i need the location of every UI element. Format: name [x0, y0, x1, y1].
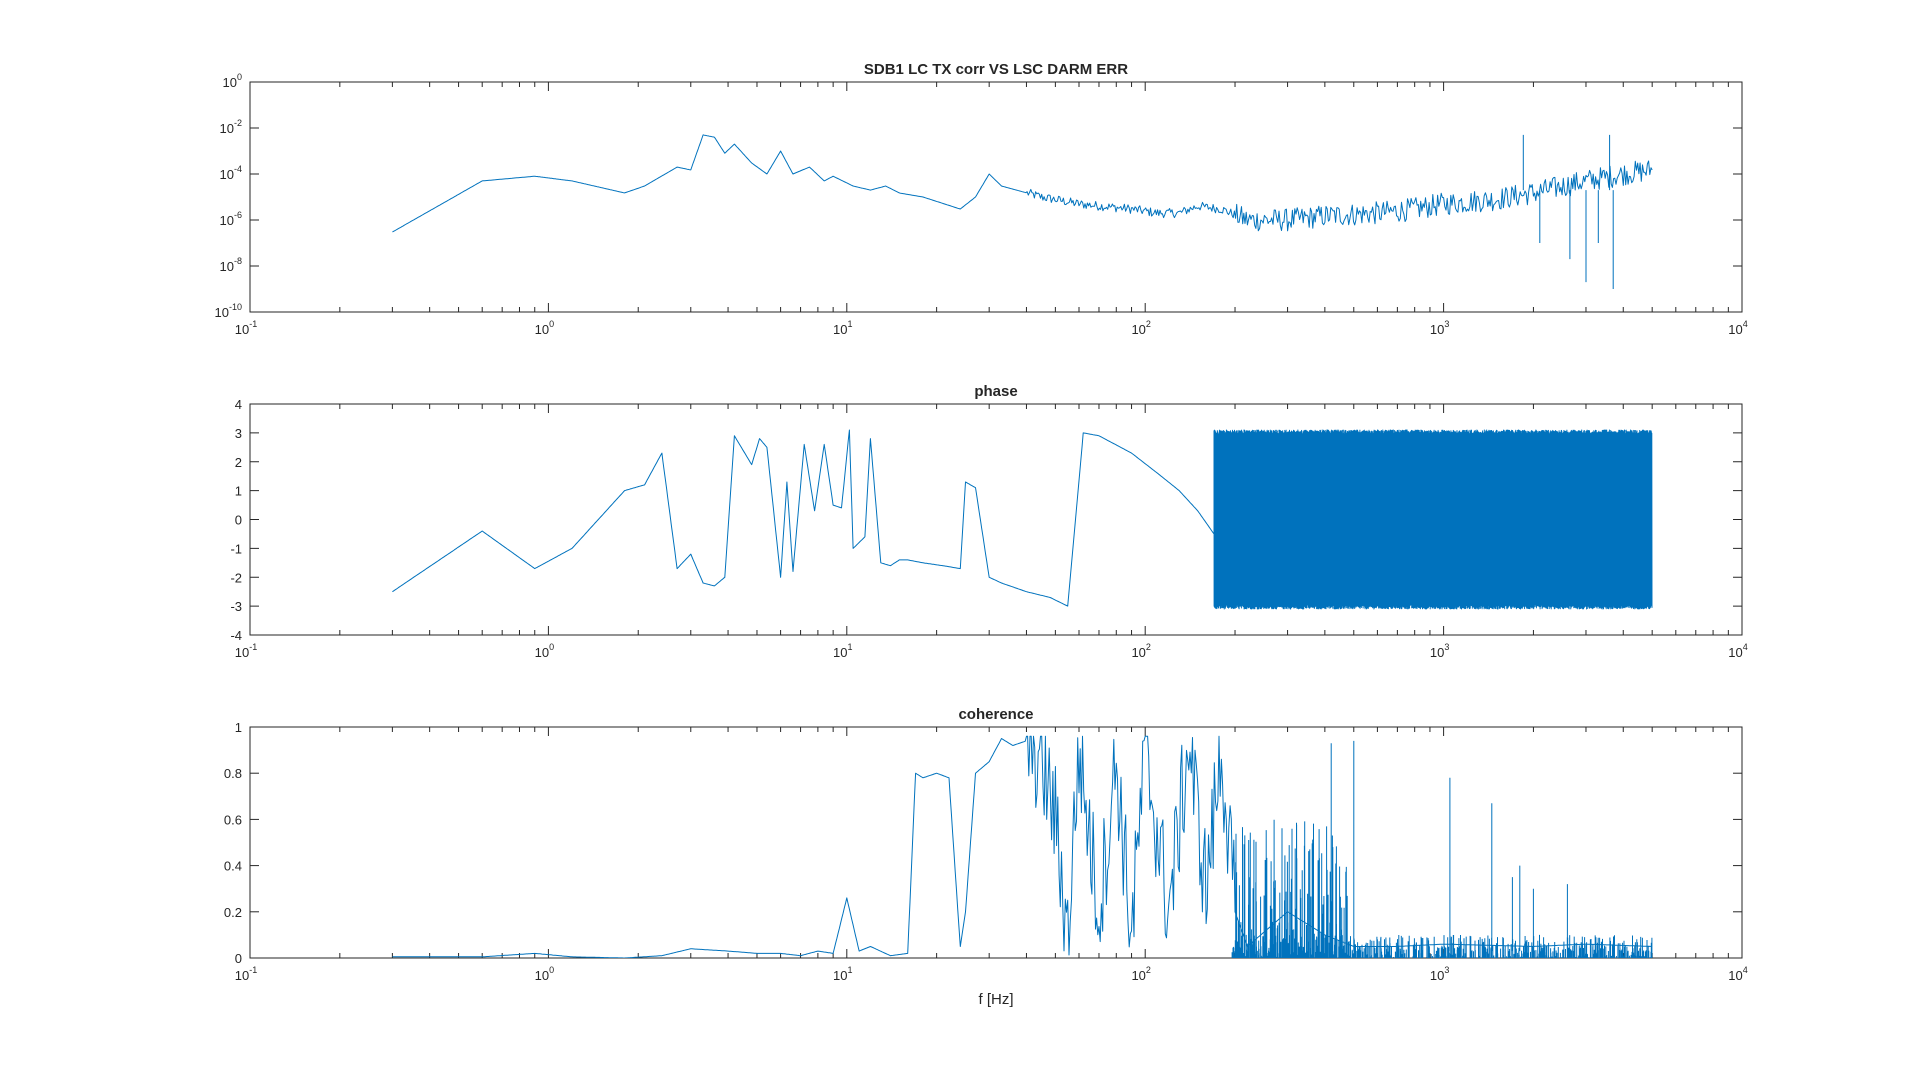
y-tick-label: 10-2: [220, 118, 242, 136]
x-tick-label: 100: [535, 642, 554, 660]
y-tick-label: 4: [235, 397, 242, 412]
x-tick-label: 100: [535, 965, 554, 983]
y-tick-label: 0.2: [224, 905, 242, 920]
axes-2: phase 10-1 100 101 102 103 104 -4 -3 -2 -1 0 1 2 3 4: [230, 383, 1747, 660]
series-line: [392, 134, 1653, 289]
x-tick-label: 101: [833, 642, 852, 660]
y-tick-label: 3: [235, 426, 242, 441]
x-tick-label: 102: [1131, 965, 1150, 983]
x-tick-label: 101: [833, 965, 852, 983]
axes-title: phase: [974, 383, 1017, 400]
y-tick-label: 10-10: [215, 302, 242, 320]
x-tick-label: 10-1: [235, 642, 257, 660]
axes-box: [249, 81, 1743, 313]
y-tick-label: 100: [223, 72, 242, 90]
x-tick-label: 103: [1430, 965, 1449, 983]
axes-1: SDB1 LC TX corr VS LSC DARM ERR 10-1 100 10…: [215, 61, 1748, 337]
y-tick-label: 0: [235, 513, 242, 528]
y-tick-label: 2: [235, 455, 242, 470]
x-tick-label: 102: [1131, 319, 1150, 337]
x-tick-label: 103: [1430, 642, 1449, 660]
y-tick-label: 10-6: [220, 210, 242, 228]
axes-title: SDB1 LC TX corr VS LSC DARM ERR: [864, 61, 1128, 78]
y-tick-label: 0.8: [224, 766, 242, 781]
y-tick-label: -4: [230, 628, 242, 643]
x-tick-label: 104: [1728, 319, 1747, 337]
x-tick-label: 101: [833, 319, 852, 337]
x-tick-label: 103: [1430, 319, 1449, 337]
x-tick-label: 102: [1131, 642, 1150, 660]
axes-3: coherence 10-1 100 101 102 103 104 0 0.2 0.4 0.6 0.…: [224, 706, 1748, 1008]
plot-area: [392, 735, 1653, 958]
y-tick-label: 1: [235, 484, 242, 499]
x-axis-label: f [Hz]: [978, 991, 1013, 1008]
y-tick-label: 0.4: [224, 859, 242, 874]
y-tick-label: 0.6: [224, 812, 242, 827]
axes-title: coherence: [958, 706, 1033, 723]
y-tick-label: 1: [235, 720, 242, 735]
x-tick-label: 10-1: [235, 965, 257, 983]
series-line: [392, 735, 1653, 958]
x-tick-label: 100: [535, 319, 554, 337]
y-tick-label: -1: [230, 541, 242, 556]
y-tick-label: 10-8: [220, 256, 242, 274]
y-tick-label: -2: [230, 570, 242, 585]
plot-area: [392, 134, 1653, 289]
axes-box: [249, 726, 1743, 959]
plot-area: [392, 429, 1653, 610]
y-tick-label: -3: [230, 599, 242, 614]
series-line: [392, 429, 1653, 610]
y-tick-label: 0: [235, 951, 242, 966]
x-tick-label: 104: [1728, 965, 1747, 983]
y-tick-label: 10-4: [220, 164, 242, 182]
x-tick-label: 10-1: [235, 319, 257, 337]
x-tick-label: 104: [1728, 642, 1747, 660]
